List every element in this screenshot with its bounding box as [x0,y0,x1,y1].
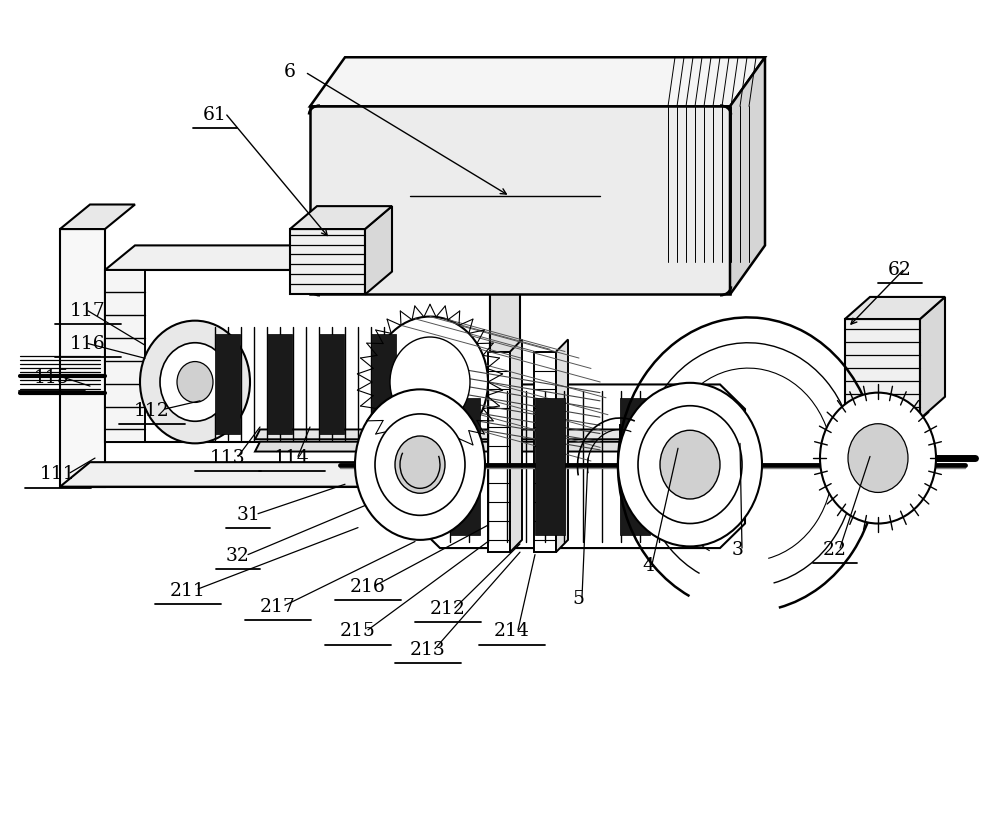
Polygon shape [255,442,630,452]
Text: 113: 113 [210,449,246,467]
Polygon shape [534,352,556,552]
Text: 216: 216 [350,578,386,596]
Text: 212: 212 [430,600,466,618]
Polygon shape [510,339,522,552]
Text: 211: 211 [170,582,206,600]
Text: 116: 116 [70,335,106,353]
Polygon shape [60,229,105,487]
Polygon shape [255,429,630,439]
Polygon shape [920,297,945,419]
Polygon shape [535,398,565,535]
Text: 112: 112 [134,402,170,420]
Polygon shape [450,398,480,535]
Polygon shape [215,334,240,434]
Ellipse shape [618,383,762,546]
Polygon shape [845,319,920,419]
Polygon shape [60,462,530,487]
Polygon shape [290,206,392,229]
Text: 213: 213 [410,641,446,659]
Ellipse shape [372,317,488,447]
Polygon shape [105,270,490,442]
Ellipse shape [390,337,470,427]
Text: 115: 115 [34,369,70,387]
Text: 114: 114 [274,449,310,467]
Ellipse shape [160,343,230,421]
Ellipse shape [848,424,908,492]
Ellipse shape [395,436,445,493]
Text: 5: 5 [572,590,584,608]
Text: 62: 62 [888,261,912,279]
Ellipse shape [638,406,742,524]
Ellipse shape [660,430,720,499]
Text: 111: 111 [40,465,76,483]
Text: 32: 32 [226,547,250,565]
Polygon shape [60,204,135,229]
Polygon shape [267,334,292,434]
Text: 22: 22 [823,541,847,559]
Ellipse shape [355,389,485,540]
Ellipse shape [177,362,213,402]
Text: 215: 215 [340,622,376,640]
Text: 6: 6 [284,63,296,81]
Text: 61: 61 [203,106,227,124]
Polygon shape [310,106,730,294]
Text: 117: 117 [70,302,106,320]
Polygon shape [105,245,520,270]
Polygon shape [488,352,510,552]
Text: 31: 31 [236,506,260,524]
Polygon shape [415,384,745,548]
Ellipse shape [375,414,465,515]
Polygon shape [490,245,520,442]
Text: 3: 3 [732,541,744,559]
Polygon shape [310,57,765,106]
Polygon shape [371,334,396,434]
Polygon shape [365,206,392,294]
Polygon shape [319,334,344,434]
Polygon shape [620,425,640,442]
Polygon shape [620,398,650,535]
Polygon shape [290,229,365,294]
Ellipse shape [820,393,936,524]
Text: 217: 217 [260,598,296,616]
Text: 4: 4 [642,557,654,575]
Polygon shape [105,270,145,442]
Polygon shape [730,57,765,294]
Polygon shape [556,339,568,552]
Text: 214: 214 [494,622,530,640]
Polygon shape [845,297,945,319]
Ellipse shape [140,321,250,443]
